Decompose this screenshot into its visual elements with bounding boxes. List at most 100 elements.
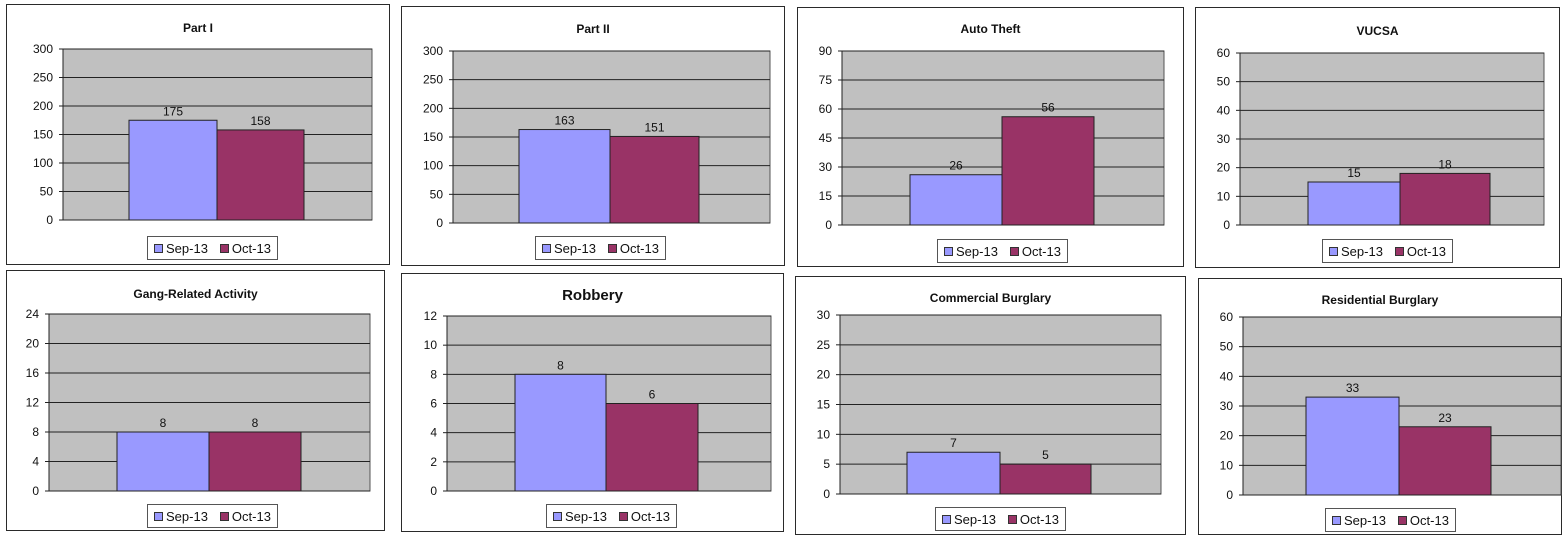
y-tick-label: 20 <box>26 337 40 351</box>
y-tick-label: 16 <box>26 366 40 380</box>
y-tick-label: 4 <box>430 426 437 440</box>
bar-sep <box>906 451 1001 495</box>
legend-label: Oct-13 <box>619 240 659 256</box>
data-label: 26 <box>949 159 963 173</box>
legend-label: Sep-13 <box>554 240 596 256</box>
y-tick-label: 0 <box>1226 488 1233 502</box>
legend-label: Oct-13 <box>231 508 271 524</box>
y-tick-label: 90 <box>819 44 833 58</box>
legend-item-oct: Oct-13 <box>607 240 659 256</box>
chart-svg: 0 50 100 150 200 250 300 163 151 <box>423 44 771 230</box>
legend-item-sep: Sep-13 <box>944 244 998 259</box>
legend-swatch <box>1332 515 1341 525</box>
chart-svg: 0 10 20 30 40 50 60 33 23 <box>1220 310 1562 502</box>
chart-panel-part-i: Part I 0 50 100 150 200 250 300 175 158 Sep-13 Oct-… <box>6 4 390 265</box>
y-tick-label: 150 <box>33 128 53 142</box>
chart-panel-robbery: Robbery 0 2 4 6 8 10 12 8 6 Sep-13 Oct-13 <box>401 273 784 532</box>
bar-oct <box>605 403 699 492</box>
legend-swatch <box>1007 514 1017 524</box>
legend-swatch <box>219 243 229 253</box>
bar-sep <box>128 119 218 221</box>
data-label: 56 <box>1041 101 1055 115</box>
data-label: 15 <box>1347 166 1361 180</box>
y-tick-label: 250 <box>423 73 443 87</box>
legend-swatch <box>1009 246 1019 256</box>
y-tick-label: 300 <box>423 44 443 58</box>
y-tick-label: 5 <box>823 457 830 471</box>
legend-swatch <box>618 511 628 521</box>
bar-oct <box>1399 172 1491 226</box>
y-tick-label: 0 <box>32 484 39 498</box>
chart-title: VUCSA <box>1356 24 1399 38</box>
bar-sep <box>518 129 611 224</box>
y-tick-label: 250 <box>33 71 53 85</box>
y-tick-label: 20 <box>817 368 831 382</box>
bar-sep <box>909 174 1003 226</box>
legend-label: Oct-13 <box>1021 243 1061 259</box>
chart-panel-commercial-burglary: Commercial Burglary 0 5 10 15 20 25 30 7 5 Sep-13 O… <box>795 276 1186 535</box>
y-tick-label: 0 <box>1223 218 1230 232</box>
y-tick-label: 30 <box>817 308 831 322</box>
y-tick-label: 50 <box>430 187 444 201</box>
legend-swatch <box>542 243 551 253</box>
legend-swatch <box>553 511 562 521</box>
legend-swatch <box>1394 246 1404 256</box>
chart-svg: 0 15 30 45 60 75 90 26 56 <box>819 44 1165 232</box>
chart-title: Residential Burglary <box>1321 293 1439 307</box>
y-tick-label: 200 <box>33 99 53 113</box>
y-tick-label: 60 <box>1217 46 1231 60</box>
legend-item-sep: Sep-13 <box>553 509 607 524</box>
legend: Sep-13 Oct-13 <box>1322 239 1453 263</box>
y-tick-label: 40 <box>1220 369 1234 383</box>
data-label: 8 <box>160 416 167 430</box>
legend-label: Sep-13 <box>1344 512 1386 528</box>
legend-swatch <box>1397 515 1407 525</box>
y-tick-label: 10 <box>1217 189 1231 203</box>
y-tick-label: 0 <box>430 484 437 498</box>
legend-item-oct: Oct-13 <box>1007 511 1059 527</box>
y-tick-label: 50 <box>1217 75 1231 89</box>
data-label: 151 <box>644 120 664 134</box>
y-tick-label: 300 <box>33 42 53 56</box>
chart-svg: 0 4 8 12 16 20 24 8 8 <box>26 307 371 498</box>
legend: Sep-13 Oct-13 <box>937 239 1068 263</box>
y-tick-label: 10 <box>424 338 438 352</box>
bar-sep <box>1307 181 1401 226</box>
y-tick-label: 200 <box>423 101 443 115</box>
y-tick-label: 20 <box>1220 429 1234 443</box>
y-tick-label: 20 <box>1217 161 1231 175</box>
chart-panel-auto-theft: Auto Theft 0 15 30 45 60 75 90 26 56 Sep-13 Oct-13 <box>797 7 1184 267</box>
legend-label: Sep-13 <box>166 508 208 524</box>
legend: Sep-13 Oct-13 <box>147 504 278 528</box>
legend-label: Oct-13 <box>231 240 271 256</box>
bar-sep <box>514 373 607 492</box>
legend-item-sep: Sep-13 <box>154 509 208 524</box>
data-label: 23 <box>1438 411 1452 425</box>
y-tick-label: 6 <box>430 397 437 411</box>
legend-item-sep: Sep-13 <box>1329 244 1383 259</box>
legend-label: Oct-13 <box>1409 512 1449 528</box>
legend-swatch <box>607 243 617 253</box>
legend-item-oct: Oct-13 <box>618 509 670 524</box>
chart-svg: 0 50 100 150 200 250 300 175 158 <box>33 42 373 227</box>
legend-swatch <box>154 243 163 253</box>
legend-label: Oct-13 <box>1019 511 1059 527</box>
legend-label: Sep-13 <box>565 508 607 524</box>
legend-item-sep: Sep-13 <box>942 512 996 527</box>
legend-swatch <box>942 514 951 524</box>
data-label: 8 <box>557 358 564 372</box>
y-tick-label: 150 <box>423 130 443 144</box>
y-tick-label: 15 <box>817 398 831 412</box>
chart-title: Auto Theft <box>960 22 1021 36</box>
y-tick-label: 0 <box>825 218 832 232</box>
legend-item-oct: Oct-13 <box>219 240 271 256</box>
y-tick-label: 50 <box>40 185 54 199</box>
chart-title: Part I <box>182 21 213 35</box>
data-label: 163 <box>554 114 574 128</box>
legend-swatch <box>154 511 163 521</box>
y-tick-label: 10 <box>817 427 831 441</box>
legend-item-sep: Sep-13 <box>1332 513 1386 528</box>
y-tick-label: 25 <box>817 338 831 352</box>
chart-svg: 0 10 20 30 40 50 60 15 18 <box>1217 46 1545 232</box>
data-label: 175 <box>163 104 183 118</box>
